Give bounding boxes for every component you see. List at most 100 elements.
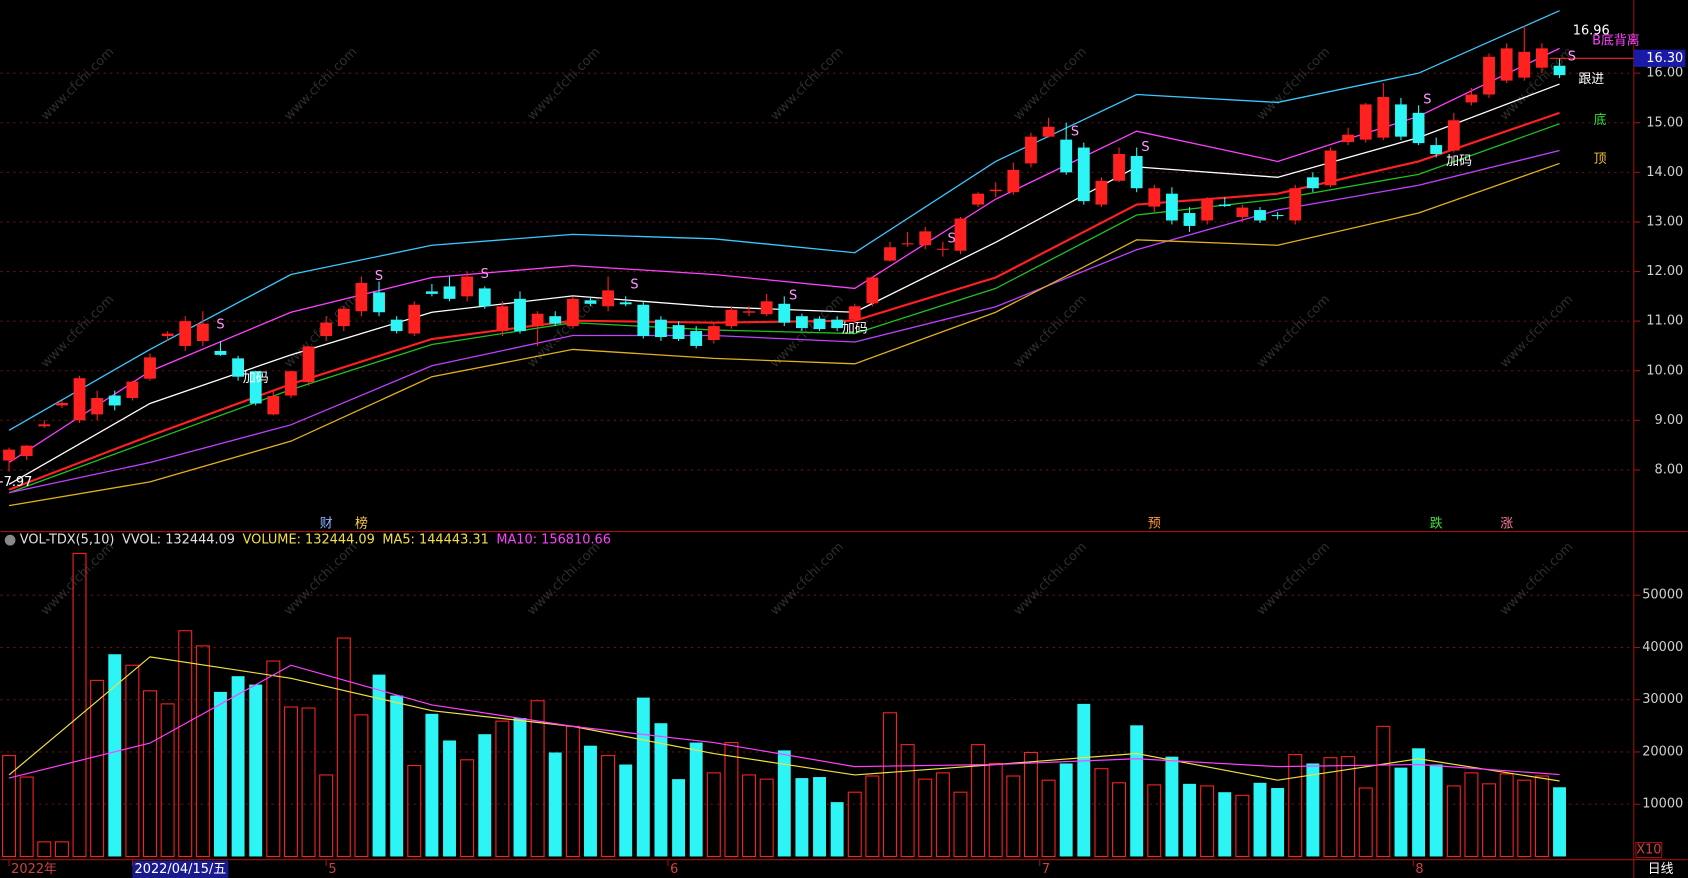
annotation: 跟进 [1578, 72, 1604, 87]
candle-body [373, 292, 385, 313]
volume-bar [530, 700, 545, 858]
volume-bar [72, 552, 87, 858]
event-marker: 涨 [1500, 517, 1513, 532]
last-price-label: 16.30 [1646, 51, 1683, 66]
volume-bar [689, 742, 703, 857]
annotation: S [375, 269, 383, 284]
candle-body [619, 302, 632, 305]
last-price-box [1633, 49, 1686, 67]
candle-body [443, 286, 456, 299]
event-marker: 跌 [1430, 516, 1443, 532]
volume-bar [971, 744, 986, 858]
candle-body [848, 306, 861, 320]
volume-bar [90, 679, 105, 858]
annotation: B底背离 [1592, 32, 1640, 48]
volume-bar [195, 645, 210, 858]
x-tick-label: 6 [670, 862, 678, 877]
unit-box [1635, 841, 1663, 859]
candle-body [1165, 193, 1178, 221]
candle-body [1095, 180, 1108, 205]
candle-body [355, 282, 368, 312]
candle-body [108, 395, 121, 406]
candle-body [1553, 65, 1566, 76]
volume-bar [37, 841, 52, 858]
volume-bar [19, 776, 34, 858]
candle-body [144, 357, 156, 379]
y-tick-label: 10.00 [1646, 363, 1683, 378]
volume-bar [706, 772, 721, 858]
period-label: 日线 [1648, 862, 1674, 877]
annotation: 底 [1594, 112, 1607, 128]
volume-bar [1464, 772, 1479, 858]
volume-bar [1094, 768, 1109, 858]
candle-body [91, 398, 104, 415]
volume-bar [795, 778, 809, 857]
candle-body [1183, 213, 1196, 226]
candle-body [1201, 199, 1214, 221]
volume-bar [1429, 764, 1443, 857]
candle-body [1430, 145, 1443, 155]
volume-bar [214, 691, 227, 857]
candle-body [1359, 104, 1372, 140]
annotation: S [1071, 125, 1079, 140]
volume-bar [636, 697, 650, 857]
candle-body [1412, 112, 1425, 144]
volume-bar [830, 802, 844, 857]
volume-bar [935, 772, 950, 858]
candle-body [179, 321, 192, 346]
volume-bar [742, 774, 757, 858]
volume-bar [1200, 785, 1215, 858]
y-tick-label: 20000 [1642, 744, 1683, 759]
annotation: S [630, 277, 638, 292]
legend-entry: VOLUME: 132444.09 [243, 533, 375, 548]
candle-body [954, 218, 967, 251]
candle-body [936, 248, 949, 250]
volume-bar [407, 765, 422, 858]
volume-bar [425, 713, 439, 857]
candle-body [901, 243, 914, 245]
volume-bar [178, 630, 193, 858]
candle-body [232, 358, 245, 377]
volume-bar [142, 690, 157, 858]
annotation: S [1423, 92, 1431, 107]
y-tick-label: 40000 [1642, 640, 1683, 655]
candle-body [672, 325, 685, 340]
volume-bar [918, 778, 933, 858]
candle-body [1254, 210, 1266, 221]
volume-bar [2, 755, 17, 858]
volume-bar [759, 778, 774, 858]
y-tick-label: 50000 [1642, 588, 1683, 603]
volume-bar [1446, 785, 1461, 858]
volume-bar [443, 740, 456, 857]
volume-bar [953, 791, 968, 858]
legend-icon [4, 534, 16, 546]
candle-body [1395, 104, 1407, 137]
volume-bar [301, 707, 316, 858]
candle-body [972, 193, 985, 205]
indicator-line [8, 656, 1560, 782]
volume-bar [1271, 788, 1285, 857]
candle-body [1148, 188, 1161, 207]
volume-bar [1412, 748, 1426, 857]
volume-bar [1358, 787, 1373, 858]
y-tick-label: 16.00 [1646, 66, 1683, 81]
x-tick-label: 7 [1042, 862, 1050, 877]
annotation: S [481, 267, 489, 282]
candle-body [1218, 204, 1231, 207]
volume-bar [1482, 783, 1497, 858]
annotation: S [1568, 49, 1576, 64]
candle-body [1483, 56, 1495, 95]
candle-body [390, 319, 403, 332]
volume-bar [1553, 787, 1566, 857]
candle-body [1518, 51, 1531, 78]
candle-body [866, 277, 879, 304]
volume-bar [1534, 775, 1549, 858]
y-tick-label: 14.00 [1646, 165, 1683, 180]
volume-bar [672, 779, 686, 857]
volume-bar [988, 762, 1003, 858]
volume-bar [619, 764, 633, 857]
indicator-line [8, 162, 1560, 507]
